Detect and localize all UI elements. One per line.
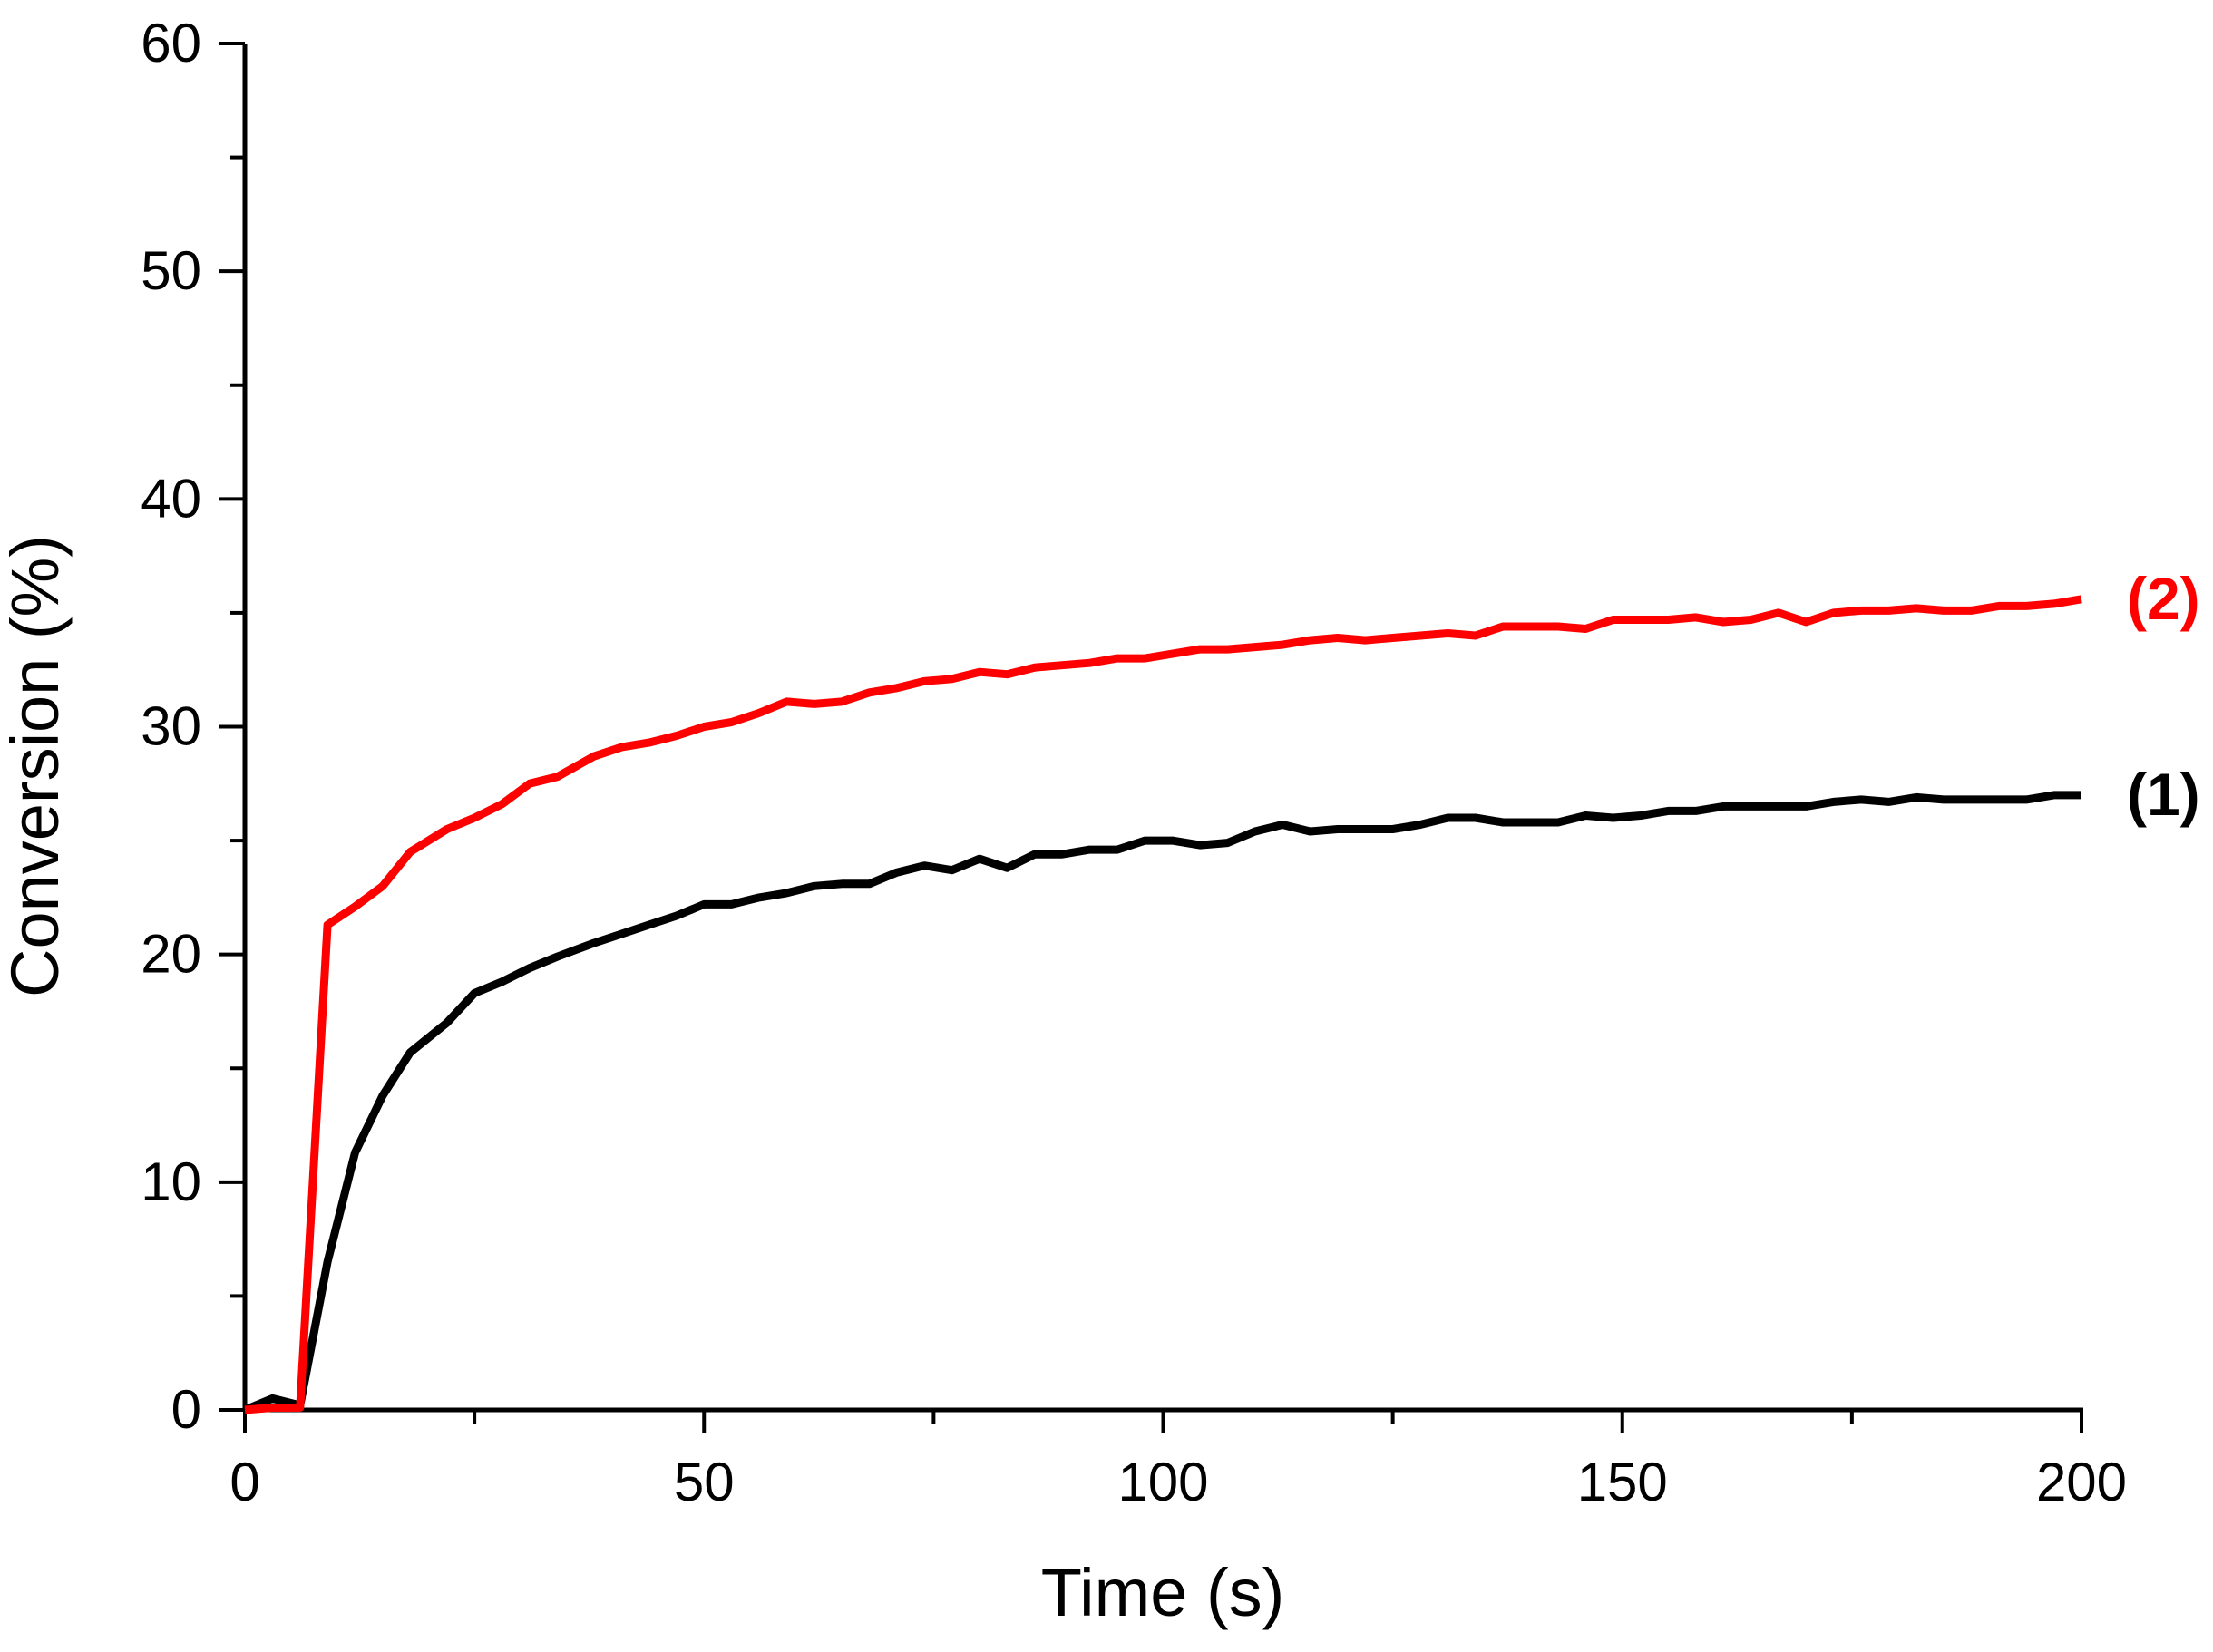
series-label-1: (1) bbox=[2127, 761, 2200, 828]
x-tick-label: 50 bbox=[674, 1452, 735, 1512]
y-tick-label: 50 bbox=[141, 240, 201, 301]
series-line-1 bbox=[243, 791, 2081, 1414]
y-axis-title: Conversion (%) bbox=[0, 535, 73, 997]
y-tick-label: 30 bbox=[141, 696, 201, 757]
x-axis-title: Time (s) bbox=[1041, 1555, 1285, 1630]
x-tick-label: 100 bbox=[1117, 1452, 1208, 1512]
y-tick-label: 40 bbox=[141, 468, 201, 529]
series-labels: (1) (2) bbox=[2127, 565, 2200, 828]
series-lines bbox=[243, 595, 2082, 1414]
series-label-2: (2) bbox=[2127, 565, 2200, 632]
axes: 0 50 100 150 200 0 10 20 30 40 50 60 bbox=[141, 13, 2127, 1512]
y-tick-label: 0 bbox=[171, 1379, 201, 1440]
x-tick-label: 200 bbox=[2036, 1452, 2127, 1512]
x-tick-label: 0 bbox=[229, 1452, 259, 1512]
y-tick-label: 10 bbox=[141, 1152, 201, 1212]
y-tick-label: 20 bbox=[141, 924, 201, 985]
series-line-2 bbox=[244, 595, 2082, 1414]
x-tick-label: 150 bbox=[1577, 1452, 1668, 1512]
y-tick-label: 60 bbox=[141, 13, 201, 73]
